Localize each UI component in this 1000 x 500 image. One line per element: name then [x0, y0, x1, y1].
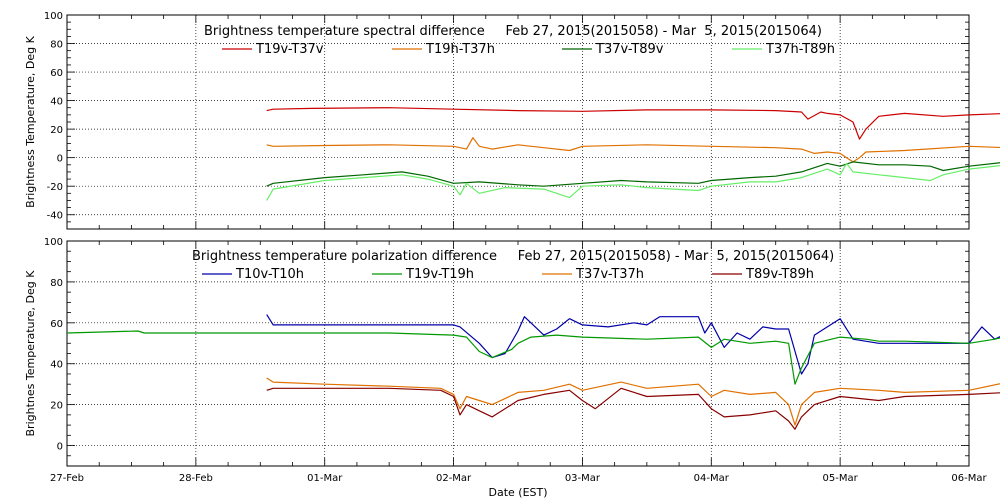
- polarization-ytick-label: 40: [50, 360, 63, 371]
- series-line-t37v-t37h: [266, 377, 1000, 426]
- legend-label-t19v-t19h: T19v-T19h: [405, 267, 474, 282]
- spectral-y-axis-label: Brightness Temperature, Deg K: [24, 35, 37, 207]
- spectral-ytick-label: 0: [57, 154, 63, 165]
- series-line-t19v-t37v: [266, 107, 1000, 140]
- legend-label-t37v-t89v: T37v-T89v: [595, 42, 664, 57]
- polarization-ytick-label: 100: [44, 237, 63, 248]
- legend-label-t10v-t10h: T10v-T10h: [235, 267, 304, 282]
- x-tick-label: 06-Mar: [951, 473, 987, 484]
- spectral-ytick-label: 40: [50, 97, 63, 108]
- spectral-ytick-label: 60: [50, 68, 63, 79]
- spectral-ytick-label: 20: [50, 125, 63, 136]
- polarization-ytick-label: 80: [50, 278, 63, 289]
- series-line-t37v-t89v: [266, 161, 1000, 187]
- x-tick-label: 28-Feb: [179, 473, 213, 484]
- series-line-t37h-t89h: [266, 162, 1000, 201]
- legend-label-t37h-t89h: T37h-T89h: [765, 42, 835, 57]
- polarization-y-axis-label: Brightnes Temperature, Deg K: [24, 270, 37, 437]
- spectral-ytick-label: -40: [47, 211, 63, 222]
- spectral-panel: [66, 14, 1000, 230]
- legend-label-t19h-t37h: T19h-T37h: [425, 42, 495, 57]
- polarization-plot-frame: [66, 240, 970, 467]
- polarization-panel: [66, 240, 1000, 467]
- spectral-ytick-label: -20: [47, 182, 63, 193]
- series-line-t89v-t89h: [266, 387, 1000, 430]
- x-tick-label: 27-Feb: [50, 473, 84, 484]
- x-tick-label: 03-Mar: [565, 473, 601, 484]
- x-axis-label: Date (EST): [488, 486, 547, 499]
- spectral-chart-title: Brightness temperature spectral differen…: [204, 24, 822, 39]
- x-tick-label: 02-Mar: [436, 473, 472, 484]
- polarization-ytick-label: 0: [57, 442, 63, 453]
- series-line-t19v-t19h: [66, 330, 1000, 385]
- spectral-ytick-label: 80: [50, 40, 63, 51]
- spectral-ytick-label: 100: [44, 11, 63, 22]
- x-tick-label: 01-Mar: [307, 473, 343, 484]
- polarization-ytick-label: 20: [50, 401, 63, 412]
- legend-label-t37v-t37h: T37v-T37h: [575, 267, 644, 282]
- x-tick-label: 04-Mar: [694, 473, 730, 484]
- legend-label-t19v-t37v: T19v-T37v: [255, 42, 324, 57]
- series-line-t10v-t10h: [266, 314, 1000, 375]
- polarization-ytick-label: 60: [50, 319, 63, 330]
- x-tick-label: 05-Mar: [823, 473, 859, 484]
- legend-label-t89v-t89h: T89v-T89h: [745, 267, 814, 282]
- series-line-t19h-t37h: [266, 137, 1000, 163]
- polarization-chart-title: Brightness temperature polarization diff…: [192, 249, 834, 264]
